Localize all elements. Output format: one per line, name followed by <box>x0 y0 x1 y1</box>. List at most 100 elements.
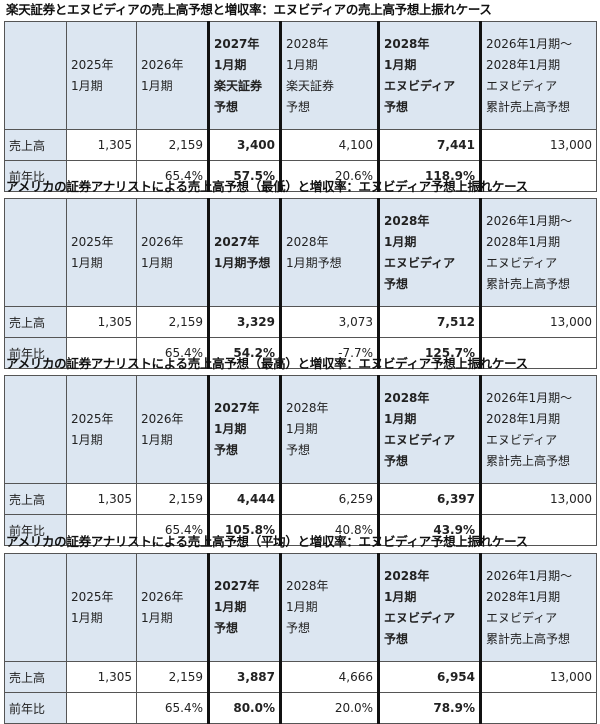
value-cell <box>480 514 597 546</box>
value-cell: 1,305 <box>66 306 137 338</box>
yoy-row: 前年比 65.4% 57.5% 20.6% 118.9% <box>4 160 597 192</box>
header-cell: 2026年 1月期 <box>136 198 209 307</box>
value-cell: 118.9% <box>377 160 482 192</box>
value-cell <box>66 337 137 369</box>
header-cell: 2028年 1月期 エヌビディア 予想 <box>377 553 482 662</box>
value-cell: 2,159 <box>136 661 209 693</box>
yoy-row: 前年比 65.4% 80.0% 20.0% 78.9% <box>4 692 597 724</box>
header-cell: 2028年 1月期 予想 <box>280 375 379 484</box>
value-cell <box>480 692 597 724</box>
row-label: 前年比 <box>4 692 67 724</box>
revenue-row: 売上高 1,305 2,159 3,887 4,666 6,954 13,000 <box>4 661 597 693</box>
forecast-table: 2025年 1月期 2026年 1月期 2027年 1月期 予想 2028年 1… <box>4 553 597 724</box>
corner-cell <box>4 198 67 307</box>
section-title: アメリカの証券アナリストによる売上高予想（最低）と増収率：エヌビディア予想上振れ… <box>6 179 528 194</box>
header-cell: 2027年 1月期 楽天証券 予想 <box>207 21 282 130</box>
header-cell: 2025年 1月期 <box>66 375 137 484</box>
value-cell: 1,305 <box>66 129 137 161</box>
header-cell: 2026年 1月期 <box>136 21 209 130</box>
forecast-table: 2025年 1月期 2026年 1月期 2027年 1月期 楽天証券 予想 20… <box>4 21 597 192</box>
header-cell: 2028年 1月期 エヌビディア 予想 <box>377 198 482 307</box>
value-cell: 2,159 <box>136 129 209 161</box>
header-cell: 2026年1月期〜 2028年1月期 エヌビディア 累計売上高予想 <box>480 375 597 484</box>
value-cell: 54.2% <box>207 337 282 369</box>
value-cell: 20.6% <box>280 160 379 192</box>
header-row: 2025年 1月期 2026年 1月期 2027年 1月期 予想 2028年 1… <box>4 375 597 484</box>
value-cell: 7,512 <box>377 306 482 338</box>
value-cell <box>66 514 137 546</box>
value-cell: 6,259 <box>280 483 379 515</box>
value-cell: 80.0% <box>207 692 282 724</box>
value-cell: 65.4% <box>136 514 209 546</box>
header-cell: 2028年 1月期 楽天証券 予想 <box>280 21 379 130</box>
row-label: 売上高 <box>4 483 67 515</box>
row-label: 前年比 <box>4 160 67 192</box>
header-cell: 2025年 1月期 <box>66 21 137 130</box>
value-cell: 78.9% <box>377 692 482 724</box>
value-cell: 2,159 <box>136 306 209 338</box>
revenue-row: 売上高 1,305 2,159 3,329 3,073 7,512 13,000 <box>4 306 597 338</box>
header-cell: 2028年 1月期 エヌビディア 予想 <box>377 21 482 130</box>
row-label: 売上高 <box>4 129 67 161</box>
section-title: アメリカの証券アナリストによる売上高予想（平均）と増収率：エヌビディア予想上振れ… <box>6 534 528 549</box>
value-cell: 7,441 <box>377 129 482 161</box>
value-cell: 3,400 <box>207 129 282 161</box>
value-cell: 13,000 <box>480 483 597 515</box>
value-cell <box>480 160 597 192</box>
value-cell <box>480 337 597 369</box>
value-cell: 65.4% <box>136 692 209 724</box>
value-cell: 4,444 <box>207 483 282 515</box>
header-cell: 2025年 1月期 <box>66 198 137 307</box>
corner-cell <box>4 375 67 484</box>
value-cell: 65.4% <box>136 160 209 192</box>
value-cell: 3,073 <box>280 306 379 338</box>
header-cell: 2026年1月期〜 2028年1月期 エヌビディア 累計売上高予想 <box>480 553 597 662</box>
revenue-row: 売上高 1,305 2,159 3,400 4,100 7,441 13,000 <box>4 129 597 161</box>
value-cell: 6,397 <box>377 483 482 515</box>
value-cell: -7.7% <box>280 337 379 369</box>
corner-cell <box>4 553 67 662</box>
value-cell: 4,666 <box>280 661 379 693</box>
yoy-row: 前年比 65.4% 54.2% -7.7% 125.7% <box>4 337 597 369</box>
revenue-row: 売上高 1,305 2,159 4,444 6,259 6,397 13,000 <box>4 483 597 515</box>
yoy-row: 前年比 65.4% 105.8% 40.8% 43.9% <box>4 514 597 546</box>
value-cell: 13,000 <box>480 306 597 338</box>
row-label: 売上高 <box>4 306 67 338</box>
row-label: 前年比 <box>4 514 67 546</box>
header-cell: 2026年 1月期 <box>136 553 209 662</box>
forecast-table: 2025年 1月期 2026年 1月期 2027年 1月期予想 2028年 1月… <box>4 198 597 369</box>
value-cell: 105.8% <box>207 514 282 546</box>
header-cell: 2027年 1月期予想 <box>207 198 282 307</box>
header-cell: 2026年1月期〜 2028年1月期 エヌビディア 累計売上高予想 <box>480 21 597 130</box>
value-cell: 4,100 <box>280 129 379 161</box>
header-cell: 2027年 1月期 予想 <box>207 553 282 662</box>
value-cell: 2,159 <box>136 483 209 515</box>
value-cell: 20.0% <box>280 692 379 724</box>
header-row: 2025年 1月期 2026年 1月期 2027年 1月期 予想 2028年 1… <box>4 553 597 662</box>
header-row: 2025年 1月期 2026年 1月期 2027年 1月期予想 2028年 1月… <box>4 198 597 307</box>
header-row: 2025年 1月期 2026年 1月期 2027年 1月期 楽天証券 予想 20… <box>4 21 597 130</box>
value-cell: 1,305 <box>66 661 137 693</box>
value-cell: 1,305 <box>66 483 137 515</box>
header-cell: 2028年 1月期予想 <box>280 198 379 307</box>
section-title: 楽天証券とエヌビディアの売上高予想と増収率：エヌビディアの売上高予想上振れケース <box>6 2 492 17</box>
header-cell: 2025年 1月期 <box>66 553 137 662</box>
value-cell: 57.5% <box>207 160 282 192</box>
header-cell: 2026年 1月期 <box>136 375 209 484</box>
forecast-table: 2025年 1月期 2026年 1月期 2027年 1月期 予想 2028年 1… <box>4 375 597 546</box>
header-cell: 2028年 1月期 エヌビディア 予想 <box>377 375 482 484</box>
value-cell: 13,000 <box>480 661 597 693</box>
value-cell: 43.9% <box>377 514 482 546</box>
value-cell: 13,000 <box>480 129 597 161</box>
value-cell: 3,887 <box>207 661 282 693</box>
value-cell: 3,329 <box>207 306 282 338</box>
header-cell: 2028年 1月期 予想 <box>280 553 379 662</box>
header-cell: 2026年1月期〜 2028年1月期 エヌビディア 累計売上高予想 <box>480 198 597 307</box>
corner-cell <box>4 21 67 130</box>
value-cell: 6,954 <box>377 661 482 693</box>
section-title: アメリカの証券アナリストによる売上高予想（最高）と増収率：エヌビディア予想上振れ… <box>6 356 528 371</box>
header-cell: 2027年 1月期 予想 <box>207 375 282 484</box>
value-cell: 125.7% <box>377 337 482 369</box>
row-label: 前年比 <box>4 337 67 369</box>
value-cell <box>66 692 137 724</box>
